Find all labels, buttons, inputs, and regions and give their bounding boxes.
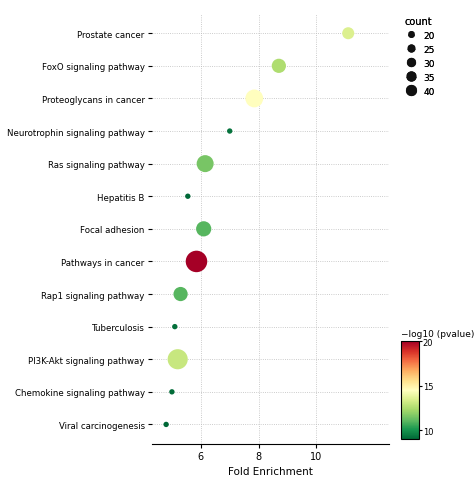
Point bbox=[162, 421, 170, 428]
Point bbox=[226, 128, 234, 136]
Legend: 20, 25, 30, 35, 40: 20, 25, 30, 35, 40 bbox=[401, 15, 437, 98]
Point bbox=[193, 258, 201, 266]
Point bbox=[184, 193, 191, 201]
Point bbox=[174, 356, 182, 364]
Text: −log10 (pvalue): −log10 (pvalue) bbox=[401, 329, 474, 338]
Point bbox=[275, 63, 283, 71]
Point bbox=[200, 225, 208, 233]
X-axis label: Fold Enrichment: Fold Enrichment bbox=[228, 467, 313, 476]
Point bbox=[168, 388, 176, 396]
Point bbox=[177, 290, 184, 298]
Point bbox=[345, 30, 352, 38]
Point bbox=[171, 323, 179, 331]
Point bbox=[201, 161, 209, 168]
Point bbox=[250, 95, 258, 103]
